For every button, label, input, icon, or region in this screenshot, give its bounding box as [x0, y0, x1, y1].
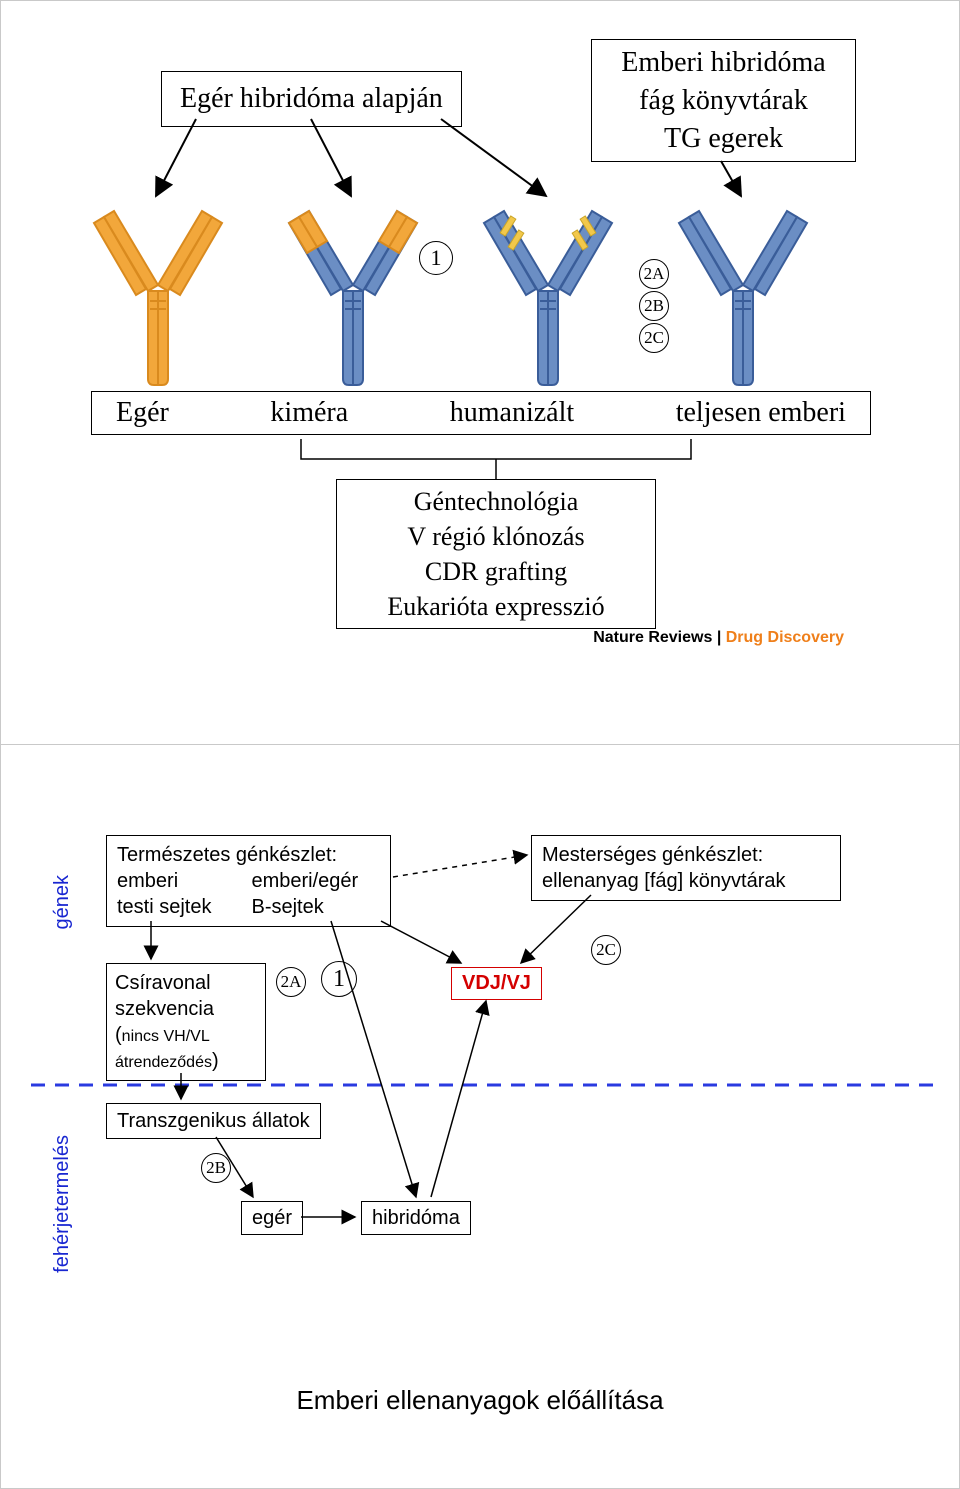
arrows-bottom	[1, 745, 960, 1489]
tech-l4: Eukarióta expresszió	[347, 589, 645, 624]
credit: Nature Reviews | Drug Discovery	[593, 629, 844, 647]
footer-title: Emberi ellenanyagok előállítása	[1, 1385, 959, 1416]
tech-l3: CDR grafting	[347, 554, 645, 589]
credit-black: Nature Reviews |	[593, 629, 726, 646]
tech-l1: Géntechnológia	[347, 484, 645, 519]
credit-orange: Drug Discovery	[726, 629, 844, 646]
tech-box: Géntechnológia V régió klónozás CDR graf…	[336, 479, 656, 629]
bracket-tech	[1, 1, 960, 521]
panel-bottom: gének fehérjetermelés Természetes génkés…	[0, 745, 960, 1489]
tech-l2: V régió klónozás	[347, 519, 645, 554]
panel-top: Egér hibridóma alapján Emberi hibridóma …	[0, 0, 960, 745]
